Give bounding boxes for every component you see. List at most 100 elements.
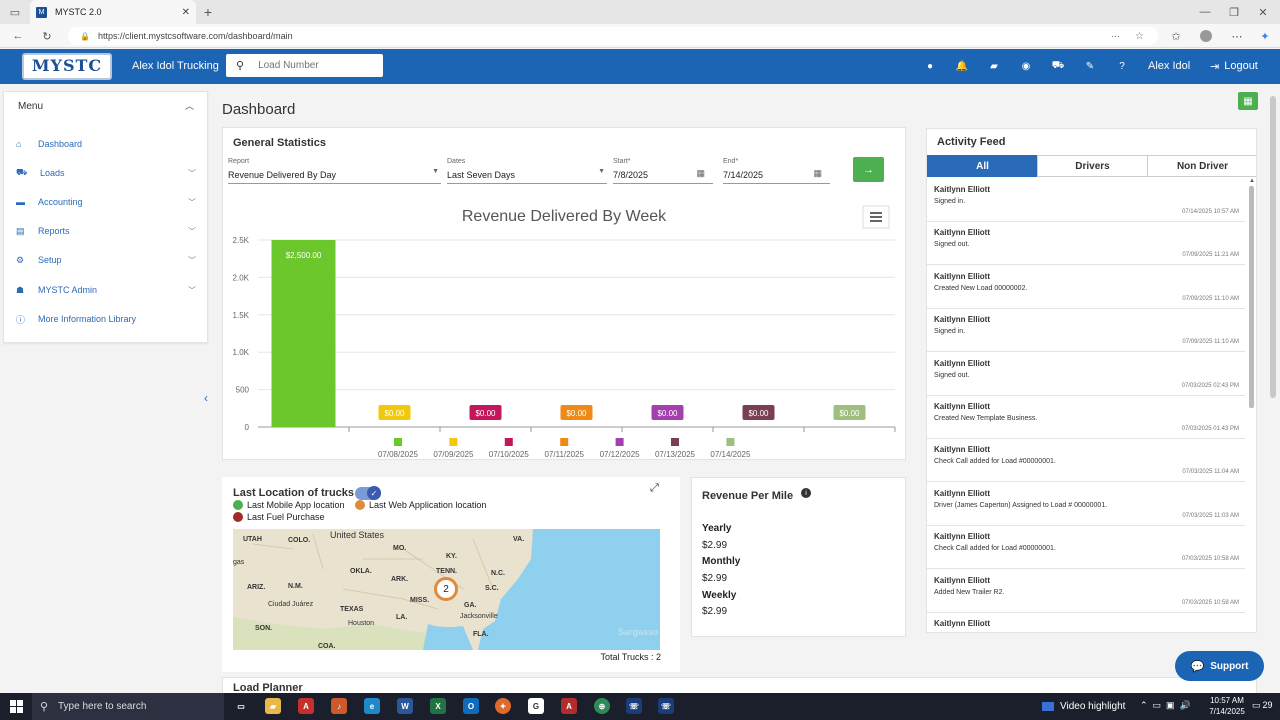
start-date-field[interactable]: Start* 7/8/2025 ▦ (613, 158, 713, 184)
acrobat-icon[interactable]: A (298, 698, 314, 714)
monthly-label: Monthly (702, 556, 741, 567)
truck-cluster-marker[interactable]: 2 (434, 577, 458, 601)
edge-icon[interactable]: e (364, 698, 380, 714)
notifications-bell-icon[interactable]: 🔔 (955, 60, 969, 72)
end-date-field[interactable]: End* 7/14/2025 ▦ (723, 158, 830, 184)
tab-actions-icon[interactable]: ▭ (9, 6, 21, 19)
minimize-icon[interactable]: — (1199, 6, 1211, 18)
tab-all[interactable]: All (927, 155, 1038, 177)
browser-tab[interactable]: M MYSTC 2.0 ✕ (30, 0, 196, 24)
support-button[interactable]: 💬 Support (1175, 651, 1264, 681)
back-icon[interactable]: ← (12, 30, 24, 42)
location-toggle[interactable]: ✓ (355, 486, 381, 500)
messages-icon[interactable]: ▰ (990, 60, 998, 72)
video-highlight[interactable]: Video highlight (1042, 701, 1125, 712)
new-tab-icon[interactable]: + (203, 4, 213, 20)
calendar-icon[interactable]: ▦ (696, 168, 705, 178)
phone-app-icon[interactable]: ☏ (626, 698, 642, 714)
chart-menu-button[interactable] (862, 205, 890, 229)
read-aloud-icon[interactable]: ⋯ (1111, 30, 1120, 41)
legend-label[interactable]: 07/11/2025 (544, 450, 584, 459)
wrench-icon[interactable]: ✎ (1085, 60, 1095, 72)
logout-button[interactable]: ⇥ Logout (1210, 60, 1258, 73)
sidebar-item-reports[interactable]: ▤ Reports ﹀ (16, 225, 196, 237)
legend-swatch[interactable] (726, 438, 735, 446)
page-scrollbar[interactable] (1270, 96, 1276, 398)
task-view-icon[interactable]: ▭ (237, 701, 245, 711)
phone-app-2-icon[interactable]: ☏ (658, 698, 674, 714)
legend-swatch[interactable] (671, 438, 679, 446)
dashboard-layout-button[interactable]: ▦ (1238, 92, 1258, 110)
mystc-logo[interactable]: MYSTC (22, 53, 112, 80)
info-alert-icon[interactable]: ● (926, 60, 934, 72)
excel-icon[interactable]: X (430, 698, 446, 714)
refresh-icon[interactable]: ↻ (42, 30, 52, 43)
copilot-icon[interactable]: ✦ (1260, 30, 1270, 43)
legend-swatch[interactable] (449, 438, 458, 446)
clock-time[interactable]: 10:57 AM (1210, 696, 1244, 705)
legend-label[interactable]: 07/08/2025 (378, 450, 419, 459)
dates-select[interactable]: Dates Last Seven Days ▼ (447, 158, 607, 184)
svg-text:MO.: MO. (393, 545, 406, 552)
legend-swatch[interactable] (394, 438, 402, 446)
profile-icon[interactable] (1197, 27, 1215, 45)
legend-label[interactable]: 07/12/2025 (600, 450, 641, 459)
word-icon[interactable]: W (397, 698, 413, 714)
account-circle-icon[interactable]: ◉ (1021, 60, 1031, 72)
legend-swatch[interactable] (504, 438, 513, 446)
sidebar-item-dashboard[interactable]: ⌂ Dashboard (16, 139, 83, 149)
sidebar-item-info-library[interactable]: ⓘ More Information Library (16, 314, 137, 325)
video-icon (1042, 702, 1054, 711)
tab-drivers[interactable]: Drivers (1037, 155, 1148, 177)
support-label: Support (1210, 660, 1249, 672)
clock-date[interactable]: 7/14/2025 (1209, 707, 1245, 716)
close-window-icon[interactable]: ✕ (1258, 6, 1268, 19)
svg-text:N.C.: N.C. (491, 570, 505, 577)
fullscreen-icon[interactable]: ⤢ (650, 482, 659, 494)
file-explorer-icon[interactable]: ▰ (265, 698, 281, 714)
sidebar-item-accounting[interactable]: ▬ Accounting ﹀ (16, 197, 196, 207)
legend-swatch[interactable] (615, 438, 624, 446)
report-select[interactable]: Report Revenue Delivered By Day ▼ (228, 158, 441, 184)
app-icon[interactable]: ♪ (331, 698, 347, 714)
info-icon[interactable]: i (801, 488, 811, 498)
legend-label[interactable]: 07/13/2025 (655, 450, 696, 459)
us-map[interactable]: UTAH COLO. United States MO. KY. VA. OKL… (233, 529, 660, 650)
collapse-sidebar-icon[interactable]: ‹ (204, 391, 208, 405)
outlook-icon[interactable]: O (463, 698, 479, 714)
user-name[interactable]: Alex Idol (1148, 60, 1191, 72)
load-search[interactable]: ⚲ (226, 54, 383, 77)
maximize-icon[interactable]: ❐ (1229, 6, 1239, 19)
truck-icon[interactable]: ⛟ (1051, 59, 1065, 71)
globe-icon[interactable]: ⊕ (594, 698, 610, 714)
more-menu-icon[interactable]: ⋯ (1231, 30, 1243, 43)
url-field[interactable]: 🔒 https://client.mystcsoftware.com/dashb… (68, 27, 1158, 45)
legend-label[interactable]: 07/10/2025 (489, 450, 530, 459)
sidebar-item-loads[interactable]: ⛟ Loads ﹀ (16, 167, 196, 178)
activity-list: Kaitlynn Elliott Signed in. 07/14/2025 10:… (927, 179, 1249, 632)
legend-label[interactable]: 07/14/2025 (710, 450, 751, 459)
calendar-icon[interactable]: ▦ (813, 168, 822, 178)
svg-text:FLA.: FLA. (473, 631, 489, 638)
bar[interactable] (271, 240, 336, 427)
help-icon[interactable]: ? (1119, 60, 1125, 72)
sidebar-item-mystc-admin[interactable]: ☗ MYSTC Admin ﹀ (16, 284, 196, 296)
access-icon[interactable]: A (561, 698, 577, 714)
load-number-input[interactable] (258, 60, 369, 71)
collapse-menu-icon[interactable]: ︿ (185, 101, 195, 111)
tray-icons[interactable]: ⌃▭▣🔊 (1140, 700, 1196, 710)
notification-center[interactable]: ▭ 29 (1252, 700, 1273, 711)
google-icon[interactable]: G (528, 698, 544, 714)
favorite-star-icon[interactable]: ☆ (1135, 30, 1144, 42)
favorites-icon[interactable]: ✩ (1171, 30, 1181, 43)
app-orange-icon[interactable]: ✦ (495, 698, 511, 714)
sidebar-item-setup[interactable]: ⚙ Setup ﹀ (16, 254, 196, 266)
tab-non-driver[interactable]: Non Driver (1147, 155, 1256, 177)
legend-label[interactable]: 07/09/2025 (433, 450, 474, 459)
close-tab-icon[interactable]: ✕ (181, 6, 190, 18)
taskbar-search[interactable]: ⚲ Type here to search (32, 693, 224, 720)
windows-start-icon[interactable] (10, 700, 23, 713)
apply-filter-button[interactable]: → (853, 157, 884, 182)
legend-swatch[interactable] (560, 438, 569, 446)
activity-scrollbar[interactable]: ▲ (1249, 178, 1255, 628)
